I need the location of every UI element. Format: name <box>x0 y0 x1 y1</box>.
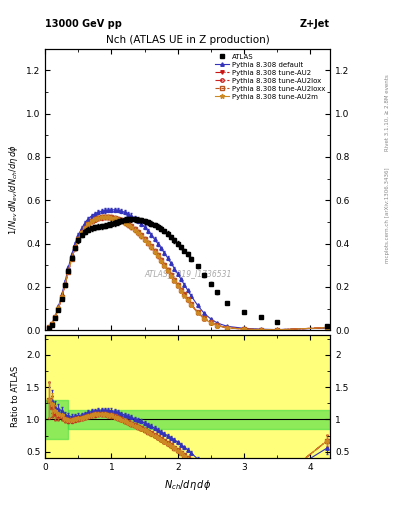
Text: 13000 GeV pp: 13000 GeV pp <box>45 19 122 29</box>
Y-axis label: $1/N_{ev}\,dN_{ev}/dN_{ch}/d\eta\,d\phi$: $1/N_{ev}\,dN_{ev}/dN_{ch}/d\eta\,d\phi$ <box>7 144 20 235</box>
Title: Nch (ATLAS UE in Z production): Nch (ATLAS UE in Z production) <box>106 35 270 45</box>
Text: Rivet 3.1.10, ≥ 2.8M events: Rivet 3.1.10, ≥ 2.8M events <box>385 74 389 151</box>
Text: ATLAS_2019_I1736531: ATLAS_2019_I1736531 <box>144 269 231 279</box>
Legend: ATLAS, Pythia 8.308 default, Pythia 8.308 tune-AU2, Pythia 8.308 tune-AU2lox, Py: ATLAS, Pythia 8.308 default, Pythia 8.30… <box>214 52 327 101</box>
Text: Z+Jet: Z+Jet <box>300 19 330 29</box>
Y-axis label: Ratio to ATLAS: Ratio to ATLAS <box>11 366 20 428</box>
X-axis label: $N_{ch}/d\eta\,d\phi$: $N_{ch}/d\eta\,d\phi$ <box>164 478 211 492</box>
Text: mcplots.cern.ch [arXiv:1306.3436]: mcplots.cern.ch [arXiv:1306.3436] <box>385 167 389 263</box>
